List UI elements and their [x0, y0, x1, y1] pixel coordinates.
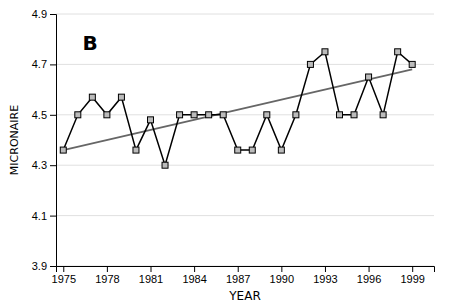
grid-line — [56, 215, 434, 216]
x-axis: 1975 1978 1981 1984 1987 1990 1993 1996 1999 — [52, 266, 435, 285]
y-axis: 3.9 4.1 4.3 4.5 4.7 4.9 — [32, 8, 57, 272]
x-tick-mark — [107, 266, 108, 272]
x-tick: 1975 — [52, 266, 76, 285]
y-tick-mark — [50, 216, 56, 217]
y-tick: 4.5 — [32, 109, 56, 121]
x-tick-mark — [151, 266, 152, 272]
marker — [278, 147, 284, 153]
trend-line — [63, 69, 412, 150]
x-tick-mark — [325, 266, 326, 272]
x-tick-mark — [194, 266, 195, 272]
marker — [380, 112, 386, 118]
marker — [133, 147, 139, 153]
marker — [148, 117, 154, 123]
x-tick-mark — [63, 266, 64, 272]
y-tick-label: 4.1 — [32, 210, 47, 222]
marker — [75, 112, 81, 118]
marker — [235, 147, 241, 153]
y-axis-line — [50, 15, 57, 267]
x-tick-label: 1981 — [139, 273, 163, 285]
marker — [220, 112, 226, 118]
marker — [351, 112, 357, 118]
y-tick-label: 4.5 — [32, 109, 47, 121]
marker — [322, 49, 328, 55]
x-axis-line — [57, 267, 435, 273]
x-tick: 1978 — [95, 266, 119, 285]
marker — [191, 112, 197, 118]
x-tick-mark — [412, 266, 413, 272]
x-tick: 1990 — [270, 266, 294, 285]
y-tick-mark — [50, 266, 56, 267]
y-axis-title: MICRONAIRE — [8, 105, 21, 175]
x-tick-label: 1978 — [95, 273, 119, 285]
y-tick: 3.9 — [32, 260, 56, 272]
x-tick-label: 1990 — [270, 273, 294, 285]
x-tick: 1987 — [226, 266, 250, 285]
x-tick: 1996 — [357, 266, 381, 285]
y-tick: 4.1 — [32, 210, 56, 222]
x-tick-mark — [369, 266, 370, 272]
y-tick-mark — [50, 165, 56, 166]
marker — [264, 112, 270, 118]
y-tick-mark — [50, 64, 56, 65]
marker — [366, 74, 372, 80]
x-tick-label: 1987 — [226, 273, 250, 285]
y-tick-label: 4.7 — [32, 58, 47, 70]
chart: 1975 1978 1981 1984 1987 1990 1993 1996 1999 3.9 4… — [0, 0, 450, 308]
y-tick-mark — [50, 115, 56, 116]
marker — [89, 94, 95, 100]
x-tick-label: 1996 — [357, 273, 381, 285]
y-tick: 4.3 — [32, 159, 56, 171]
x-tick: 1999 — [400, 266, 424, 285]
x-tick-label: 1993 — [313, 273, 337, 285]
x-tick-label: 1984 — [182, 273, 206, 285]
x-tick: 1984 — [182, 266, 206, 285]
grid-line — [56, 64, 434, 65]
grid — [56, 14, 434, 266]
data-line — [63, 52, 412, 165]
x-tick-mark — [281, 266, 282, 272]
grid-line — [56, 114, 434, 115]
marker — [409, 61, 415, 67]
marker — [104, 112, 110, 118]
marker — [118, 94, 124, 100]
y-tick-label: 3.9 — [32, 260, 47, 272]
y-tick-mark — [50, 14, 56, 15]
marker — [177, 112, 183, 118]
x-tick-label: 1975 — [52, 273, 76, 285]
y-tick-label: 4.9 — [32, 8, 47, 20]
marker — [395, 49, 401, 55]
x-tick-mark — [238, 266, 239, 272]
y-tick-label: 4.3 — [32, 159, 47, 171]
plot-area: 1975 1978 1981 1984 1987 1990 1993 1996 1999 3.9 4… — [32, 8, 435, 285]
marks — [60, 49, 415, 168]
marker — [206, 112, 212, 118]
x-tick-label: 1999 — [400, 273, 424, 285]
grid-line — [56, 14, 434, 15]
y-tick: 4.9 — [32, 8, 56, 20]
marker — [249, 147, 255, 153]
y-tick: 4.7 — [32, 58, 56, 70]
marker — [162, 162, 168, 168]
x-tick: 1993 — [313, 266, 337, 285]
marker — [337, 112, 343, 118]
marker — [293, 112, 299, 118]
grid-line — [56, 165, 434, 166]
marker — [307, 61, 313, 67]
x-axis-title: YEAR — [228, 289, 260, 303]
x-tick: 1981 — [139, 266, 163, 285]
annotation: B — [82, 31, 97, 55]
marker — [60, 147, 66, 153]
